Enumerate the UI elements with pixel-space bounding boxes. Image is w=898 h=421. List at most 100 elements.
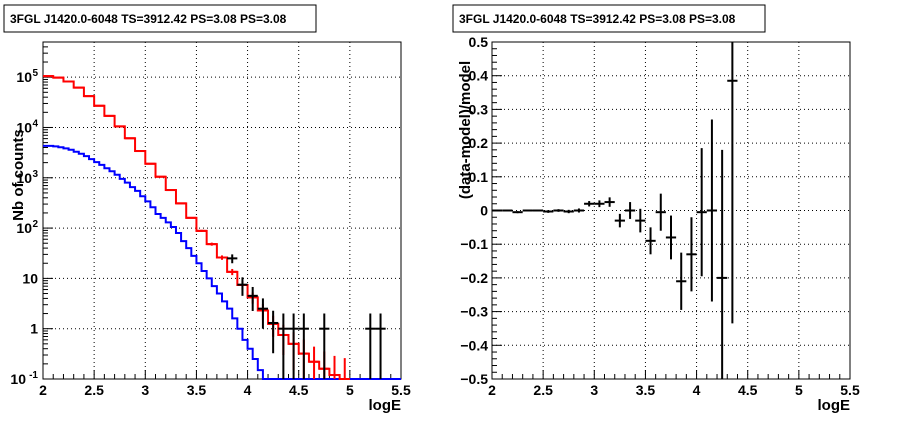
data-point xyxy=(492,209,503,212)
y-tick-label: 0.2 xyxy=(469,135,489,151)
data-point xyxy=(165,189,176,192)
data-point xyxy=(706,119,718,302)
data-point xyxy=(237,277,248,296)
right-xlabel: logE xyxy=(818,397,851,414)
data-point xyxy=(135,150,146,153)
data-point xyxy=(206,242,217,246)
y-tick-label: 10 xyxy=(16,69,32,85)
data-point xyxy=(257,298,269,329)
y-tick-label: 0.5 xyxy=(469,34,489,50)
x-tick-label: 2 xyxy=(488,382,496,398)
data-point xyxy=(329,355,340,379)
data-point xyxy=(339,358,350,380)
x-tick-label: 3.5 xyxy=(187,382,207,398)
x-tick-label: 2 xyxy=(39,382,47,398)
data-point xyxy=(227,268,238,276)
data-point xyxy=(155,175,166,178)
data-point xyxy=(594,200,605,208)
data-point xyxy=(278,313,289,379)
data-point xyxy=(686,217,697,292)
data-point xyxy=(543,210,554,213)
x-tick-label: 5.5 xyxy=(840,382,860,398)
y-tick-label: 10 xyxy=(16,170,32,186)
data-point xyxy=(298,313,309,379)
right-title: 3FGL J1420.0-6048 TS=3912.42 PS=3.08 PS=… xyxy=(459,12,736,26)
data-point xyxy=(227,254,238,264)
x-tick-label: 4.5 xyxy=(738,382,758,398)
data-point xyxy=(83,95,95,98)
x-tick-label: 5.5 xyxy=(391,382,411,398)
left-xlabel: logE xyxy=(369,397,402,414)
y-tick-label: 0.1 xyxy=(469,169,489,185)
data-point xyxy=(665,215,677,260)
y-tick-label: 10 xyxy=(22,270,38,286)
y-tick-exponent: 5 xyxy=(32,68,38,79)
data-point xyxy=(175,202,187,205)
right-panel: 3FGL J1420.0-6048 TS=3912.42 PS=3.08 PS=… xyxy=(452,4,860,414)
data-point xyxy=(124,137,136,140)
y-tick-exponent: -1 xyxy=(29,370,38,381)
x-tick-label: 5 xyxy=(795,382,803,398)
data-point xyxy=(73,86,84,89)
x-tick-label: 4 xyxy=(693,382,701,398)
left-ylabel: Nb of counts xyxy=(10,129,27,221)
y-tick-label: −0.2 xyxy=(460,270,488,286)
x-tick-label: 2.5 xyxy=(533,382,553,398)
y-tick-label: 0.3 xyxy=(469,101,489,117)
y-tick-label: −0.4 xyxy=(460,337,488,353)
data-point xyxy=(365,313,376,379)
y-tick-label: −0.1 xyxy=(460,236,488,252)
data-point xyxy=(308,346,320,379)
step-series-1 xyxy=(43,75,350,380)
step-series-0 xyxy=(43,144,401,380)
data-point xyxy=(717,149,728,379)
data-point xyxy=(63,80,74,83)
y-tick-exponent: 4 xyxy=(32,118,38,129)
x-tick-label: 3.5 xyxy=(636,382,656,398)
x-tick-label: 2.5 xyxy=(84,382,104,398)
left-title: 3FGL J1420.0-6048 TS=3912.42 PS=3.08 PS=… xyxy=(10,12,287,26)
left-title-box xyxy=(3,4,317,33)
data-point xyxy=(247,286,258,311)
y-tick-label: 10 xyxy=(10,371,26,387)
plot-frame xyxy=(42,41,402,380)
left-panel: 3FGL J1420.0-6048 TS=3912.42 PS=3.08 PS=… xyxy=(3,4,411,414)
data-point xyxy=(532,209,544,212)
data-point xyxy=(319,313,330,379)
data-point xyxy=(512,211,523,214)
y-tick-label: −0.3 xyxy=(460,304,488,320)
data-point xyxy=(727,42,738,324)
data-point xyxy=(43,75,54,78)
data-point xyxy=(635,208,646,233)
data-point xyxy=(94,104,105,107)
data-point xyxy=(186,216,197,219)
x-tick-label: 4 xyxy=(244,382,252,398)
data-point xyxy=(584,201,595,207)
data-point xyxy=(114,125,125,128)
y-tick-exponent: 3 xyxy=(32,169,38,180)
y-tick-label: 10 xyxy=(16,119,32,135)
data-point xyxy=(104,114,115,117)
right-title-box xyxy=(452,4,766,33)
data-point xyxy=(624,202,636,219)
y-tick-label: 0 xyxy=(480,203,488,219)
right-ylabel: (data-model)/model xyxy=(457,61,474,199)
data-point xyxy=(522,209,533,212)
data-point xyxy=(216,255,228,260)
data-point xyxy=(53,76,64,79)
data-point xyxy=(553,209,564,212)
y-tick-label: −0.5 xyxy=(460,371,488,387)
data-point xyxy=(645,227,656,255)
x-tick-label: 5 xyxy=(346,382,354,398)
data-point xyxy=(573,208,585,213)
y-tick-exponent: 2 xyxy=(32,219,38,230)
data-point xyxy=(676,252,687,310)
data-point xyxy=(196,229,207,232)
data-point xyxy=(604,197,615,207)
data-point xyxy=(268,310,279,354)
data-point xyxy=(375,313,386,379)
x-tick-label: 3 xyxy=(141,382,149,398)
data-point xyxy=(145,162,156,165)
y-tick-label: 10 xyxy=(16,220,32,236)
